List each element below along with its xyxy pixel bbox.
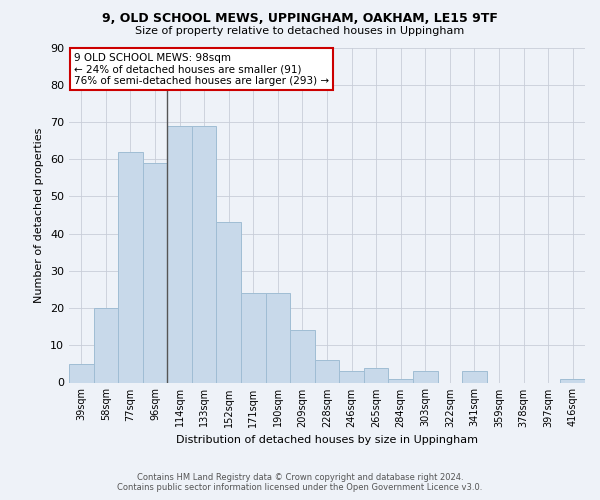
Bar	[94, 308, 118, 382]
Bar	[462, 372, 487, 382]
Bar	[266, 293, 290, 382]
Bar	[143, 163, 167, 382]
Bar	[241, 293, 266, 382]
Bar	[388, 379, 413, 382]
Bar	[339, 372, 364, 382]
Bar	[167, 126, 192, 382]
Bar	[364, 368, 388, 382]
Bar	[118, 152, 143, 382]
Bar	[192, 126, 217, 382]
Text: Size of property relative to detached houses in Uppingham: Size of property relative to detached ho…	[136, 26, 464, 36]
Bar	[217, 222, 241, 382]
Bar	[315, 360, 339, 382]
Text: 9, OLD SCHOOL MEWS, UPPINGHAM, OAKHAM, LE15 9TF: 9, OLD SCHOOL MEWS, UPPINGHAM, OAKHAM, L…	[102, 12, 498, 26]
Text: 9 OLD SCHOOL MEWS: 98sqm
← 24% of detached houses are smaller (91)
76% of semi-d: 9 OLD SCHOOL MEWS: 98sqm ← 24% of detach…	[74, 52, 329, 86]
Bar	[560, 379, 585, 382]
Text: Contains HM Land Registry data © Crown copyright and database right 2024.
Contai: Contains HM Land Registry data © Crown c…	[118, 473, 482, 492]
Y-axis label: Number of detached properties: Number of detached properties	[34, 128, 44, 302]
Bar	[413, 372, 437, 382]
X-axis label: Distribution of detached houses by size in Uppingham: Distribution of detached houses by size …	[176, 435, 478, 445]
Bar	[69, 364, 94, 382]
Bar	[290, 330, 315, 382]
